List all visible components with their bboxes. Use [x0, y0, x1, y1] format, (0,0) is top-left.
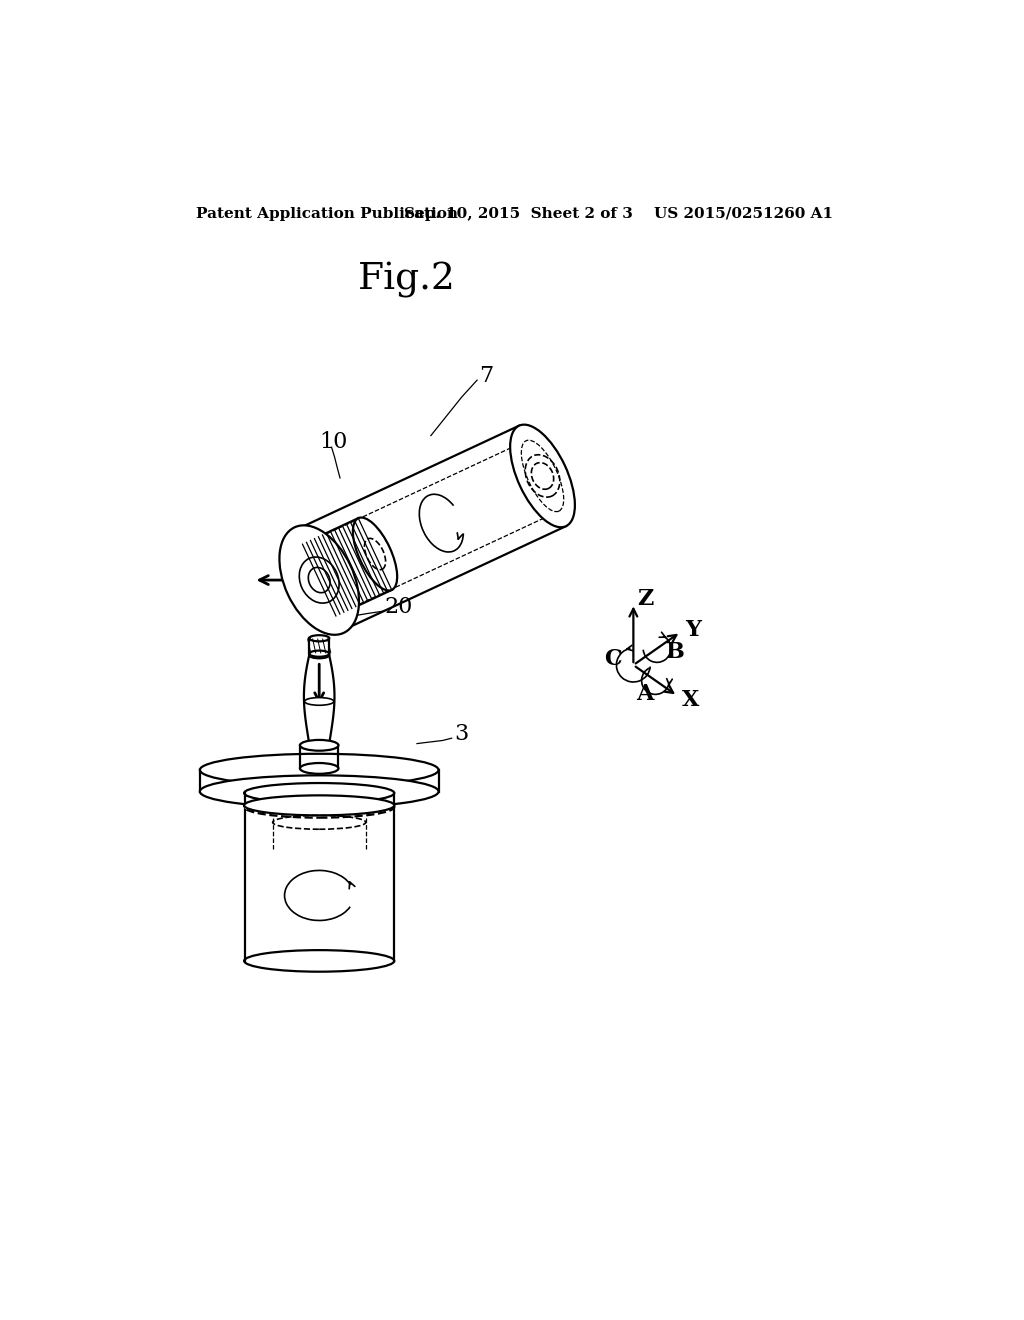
- Text: X: X: [682, 689, 699, 711]
- Text: Y: Y: [685, 619, 701, 640]
- Ellipse shape: [280, 525, 359, 635]
- Ellipse shape: [244, 796, 394, 816]
- Ellipse shape: [309, 635, 329, 642]
- Text: 7: 7: [479, 366, 494, 387]
- Text: Sep. 10, 2015  Sheet 2 of 3: Sep. 10, 2015 Sheet 2 of 3: [403, 207, 633, 220]
- Ellipse shape: [353, 517, 397, 590]
- Ellipse shape: [309, 741, 329, 747]
- Ellipse shape: [244, 796, 394, 817]
- Text: B: B: [667, 642, 685, 664]
- Text: Fig.2: Fig.2: [357, 263, 456, 298]
- Ellipse shape: [309, 651, 329, 657]
- Ellipse shape: [300, 763, 339, 774]
- Ellipse shape: [300, 741, 339, 751]
- Ellipse shape: [200, 754, 438, 787]
- Text: Z: Z: [637, 587, 653, 610]
- Text: 3: 3: [454, 723, 468, 746]
- Text: Patent Application Publication: Patent Application Publication: [196, 207, 458, 220]
- Ellipse shape: [200, 775, 438, 808]
- Text: C: C: [604, 648, 622, 671]
- Ellipse shape: [287, 529, 351, 631]
- Text: A: A: [636, 684, 653, 705]
- Ellipse shape: [304, 697, 334, 705]
- Text: US 2015/0251260 A1: US 2015/0251260 A1: [654, 207, 834, 220]
- Text: 10: 10: [319, 430, 347, 453]
- Text: 20: 20: [385, 595, 413, 618]
- Ellipse shape: [244, 783, 394, 803]
- Ellipse shape: [510, 425, 574, 527]
- Ellipse shape: [309, 652, 329, 659]
